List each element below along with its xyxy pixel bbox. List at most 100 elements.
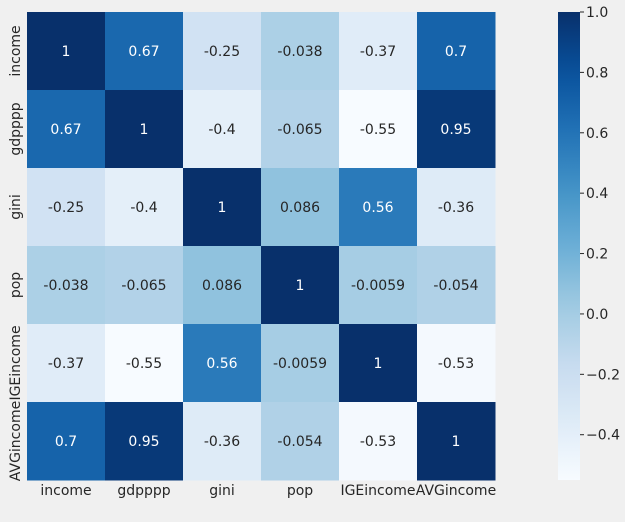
- heatmap-cell-AVGincome-IGEincome: [339, 402, 418, 481]
- heatmap-cell-IGEincome-gini: [183, 324, 262, 403]
- heatmap-cell-gdpppp-IGEincome: [339, 90, 418, 169]
- heatmap-cell-pop-IGEincome: [339, 246, 418, 325]
- cell-value-label: 0.67: [50, 122, 81, 138]
- y-tick-label-pop: pop: [8, 272, 24, 298]
- heatmap-cell-pop-AVGincome: [417, 246, 496, 325]
- heatmap-cell-gini-income: [27, 168, 106, 247]
- colorbar-tick-label: 0.8: [586, 65, 608, 81]
- x-tick-label-gini: gini: [209, 483, 235, 499]
- y-tick-label-IGEincome: IGEincome: [8, 325, 24, 400]
- cell-value-label: -0.36: [204, 434, 240, 450]
- colorbar-tick-label: 0.6: [586, 126, 608, 142]
- cell-value-label: -0.37: [48, 356, 84, 372]
- cell-value-label: -0.4: [208, 122, 235, 138]
- cell-value-label: -0.4: [130, 200, 157, 216]
- y-tick-label-AVGincome: AVGincome: [8, 401, 24, 481]
- y-tick-label-gini: gini: [8, 194, 24, 220]
- cell-value-label: -0.065: [277, 122, 322, 138]
- colorbar-gradient: [558, 12, 580, 480]
- heatmap-cell-gdpppp-income: [27, 90, 106, 169]
- colorbar-tick-label: 0.4: [586, 186, 608, 202]
- cell-value-label: 1: [452, 434, 461, 450]
- heatmap-cell-gini-gini: [183, 168, 262, 247]
- cell-value-label: 1: [140, 122, 149, 138]
- cell-value-label: 1: [296, 278, 305, 294]
- heatmap-cell-IGEincome-IGEincome: [339, 324, 418, 403]
- heatmap-annotations: 1 0.67 -0.25 -0.038 -0.37 0.7 0.67 1 -0.4 -0.065 -…: [43, 44, 478, 450]
- x-tick-label-gdpppp: gdpppp: [117, 483, 170, 499]
- heatmap-cell-pop-gini: [183, 246, 262, 325]
- heatmap-cell-income-gini: [183, 12, 262, 91]
- cell-value-label: -0.37: [360, 44, 396, 60]
- heatmap-cell-income-income: [27, 12, 106, 91]
- heatmap-cell-IGEincome-income: [27, 324, 106, 403]
- cell-value-label: -0.25: [204, 44, 240, 60]
- x-tick-label-AVGincome: AVGincome: [416, 483, 496, 499]
- y-tick-label-income: income: [8, 25, 24, 76]
- x-tick-labels: income gdpppp gini pop IGEincome AVGincome: [40, 483, 496, 499]
- cell-value-label: -0.53: [438, 356, 474, 372]
- heatmap-cell-gini-AVGincome: [417, 168, 496, 247]
- cell-value-label: -0.55: [360, 122, 396, 138]
- heatmap-cell-gini-pop: [261, 168, 340, 247]
- x-tick-label-income: income: [40, 483, 91, 499]
- y-tick-label-gdpppp: gdpppp: [8, 102, 24, 155]
- heatmap-cell-AVGincome-gini: [183, 402, 262, 481]
- cell-value-label: -0.054: [433, 278, 478, 294]
- heatmap-cells: [27, 12, 496, 481]
- cell-value-label: 0.086: [280, 200, 320, 216]
- cell-value-label: 0.56: [206, 356, 237, 372]
- colorbar-tick-label: 1.0: [586, 5, 608, 21]
- heatmap-cell-IGEincome-gdpppp: [105, 324, 184, 403]
- cell-value-label: 0.67: [128, 44, 159, 60]
- colorbar-tick-label: 0.0: [586, 307, 608, 323]
- cell-value-label: 1: [218, 200, 227, 216]
- cell-value-label: -0.25: [48, 200, 84, 216]
- cell-value-label: 0.086: [202, 278, 242, 294]
- heatmap-cell-income-gdpppp: [105, 12, 184, 91]
- x-tick-label-pop: pop: [287, 483, 313, 499]
- heatmap-cell-IGEincome-pop: [261, 324, 340, 403]
- heatmap-cell-income-pop: [261, 12, 340, 91]
- cell-value-label: -0.36: [438, 200, 474, 216]
- heatmap-cell-pop-income: [27, 246, 106, 325]
- cell-value-label: 0.95: [128, 434, 159, 450]
- cell-value-label: -0.0059: [273, 356, 327, 372]
- heatmap-cell-AVGincome-gdpppp: [105, 402, 184, 481]
- cell-value-label: 0.56: [362, 200, 393, 216]
- colorbar-tick-label: −0.4: [586, 428, 620, 444]
- cell-value-label: 1: [374, 356, 383, 372]
- cell-value-label: -0.065: [121, 278, 166, 294]
- cell-value-label: -0.55: [126, 356, 162, 372]
- cell-value-label: -0.53: [360, 434, 396, 450]
- cell-value-label: -0.038: [43, 278, 88, 294]
- heatmap-cell-income-AVGincome: [417, 12, 496, 91]
- cell-value-label: 1: [62, 44, 71, 60]
- heatmap-cell-IGEincome-AVGincome: [417, 324, 496, 403]
- heatmap-cell-income-IGEincome: [339, 12, 418, 91]
- cell-value-label: 0.7: [55, 434, 77, 450]
- x-tick-label-IGEincome: IGEincome: [340, 483, 415, 499]
- cell-value-label: 0.95: [440, 122, 471, 138]
- heatmap-cell-gdpppp-pop: [261, 90, 340, 169]
- cell-value-label: -0.054: [277, 434, 322, 450]
- heatmap-cell-pop-gdpppp: [105, 246, 184, 325]
- colorbar-tick-label: −0.2: [586, 367, 620, 383]
- heatmap-cell-AVGincome-pop: [261, 402, 340, 481]
- cell-value-label: 0.7: [445, 44, 467, 60]
- heatmap-cell-gini-IGEincome: [339, 168, 418, 247]
- heatmap-cell-gdpppp-gdpppp: [105, 90, 184, 169]
- heatmap-cell-gdpppp-AVGincome: [417, 90, 496, 169]
- colorbar: 1.0 0.8 0.6 0.4 0.2 0.0 −0.2 −0.4: [558, 5, 620, 480]
- heatmap-cell-gdpppp-gini: [183, 90, 262, 169]
- heatmap-cell-gini-gdpppp: [105, 168, 184, 247]
- heatmap-cell-AVGincome-income: [27, 402, 106, 481]
- heatmap-cell-pop-pop: [261, 246, 340, 325]
- colorbar-tick-label: 0.2: [586, 247, 608, 263]
- cell-value-label: -0.0059: [351, 278, 405, 294]
- cell-value-label: -0.038: [277, 44, 322, 60]
- heatmap-cell-AVGincome-AVGincome: [417, 402, 496, 481]
